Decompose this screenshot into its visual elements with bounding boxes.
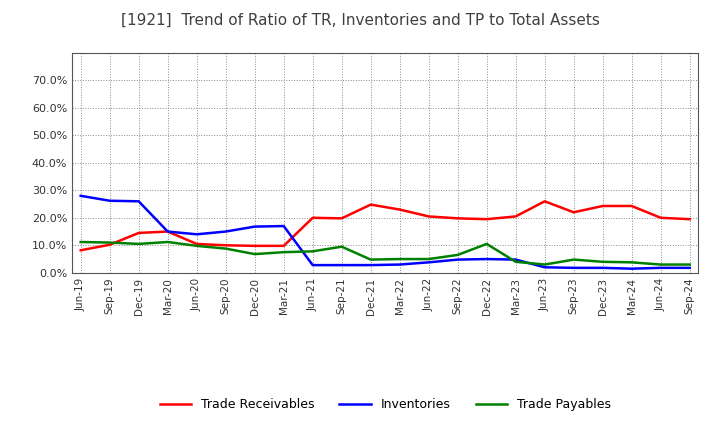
Inventories: [511, 257, 520, 262]
Trade Receivables: [163, 229, 172, 234]
Trade Receivables: [251, 243, 259, 249]
Trade Receivables: [570, 209, 578, 215]
Trade Payables: [424, 257, 433, 262]
Trade Receivables: [221, 243, 230, 248]
Trade Payables: [541, 262, 549, 267]
Inventories: [221, 229, 230, 234]
Inventories: [279, 224, 288, 229]
Trade Receivables: [598, 203, 607, 209]
Trade Payables: [135, 241, 143, 246]
Inventories: [251, 224, 259, 229]
Trade Payables: [76, 239, 85, 245]
Trade Payables: [454, 252, 462, 257]
Trade Receivables: [105, 242, 114, 247]
Trade Receivables: [135, 230, 143, 235]
Inventories: [338, 262, 346, 268]
Inventories: [105, 198, 114, 203]
Inventories: [570, 265, 578, 271]
Text: [1921]  Trend of Ratio of TR, Inventories and TP to Total Assets: [1921] Trend of Ratio of TR, Inventories…: [120, 13, 600, 28]
Trade Payables: [366, 257, 375, 262]
Trade Payables: [685, 262, 694, 267]
Inventories: [657, 265, 665, 271]
Trade Payables: [308, 249, 317, 254]
Trade Payables: [221, 246, 230, 251]
Inventories: [454, 257, 462, 262]
Trade Payables: [598, 259, 607, 264]
Trade Receivables: [482, 216, 491, 222]
Trade Receivables: [279, 243, 288, 249]
Line: Inventories: Inventories: [81, 196, 690, 269]
Trade Payables: [511, 259, 520, 264]
Inventories: [76, 193, 85, 198]
Trade Payables: [395, 257, 404, 262]
Inventories: [685, 265, 694, 271]
Trade Payables: [192, 243, 201, 249]
Inventories: [366, 262, 375, 268]
Inventories: [541, 264, 549, 270]
Inventories: [395, 262, 404, 267]
Trade Receivables: [657, 215, 665, 220]
Trade Receivables: [454, 216, 462, 221]
Trade Receivables: [76, 248, 85, 253]
Inventories: [135, 198, 143, 204]
Trade Receivables: [685, 216, 694, 222]
Inventories: [163, 229, 172, 234]
Trade Receivables: [511, 214, 520, 219]
Trade Payables: [482, 241, 491, 246]
Trade Payables: [338, 244, 346, 249]
Inventories: [192, 231, 201, 237]
Inventories: [598, 265, 607, 271]
Trade Receivables: [627, 203, 636, 209]
Trade Receivables: [395, 207, 404, 212]
Trade Payables: [570, 257, 578, 262]
Trade Payables: [163, 239, 172, 245]
Trade Receivables: [541, 198, 549, 204]
Trade Receivables: [366, 202, 375, 207]
Trade Receivables: [192, 241, 201, 246]
Trade Payables: [105, 240, 114, 245]
Inventories: [482, 257, 491, 262]
Line: Trade Receivables: Trade Receivables: [81, 201, 690, 250]
Trade Payables: [251, 251, 259, 257]
Trade Payables: [657, 262, 665, 267]
Inventories: [424, 260, 433, 265]
Line: Trade Payables: Trade Payables: [81, 242, 690, 264]
Trade Payables: [279, 249, 288, 255]
Inventories: [308, 262, 317, 268]
Trade Payables: [627, 260, 636, 265]
Inventories: [627, 266, 636, 271]
Trade Receivables: [424, 214, 433, 219]
Trade Receivables: [308, 215, 317, 220]
Legend: Trade Receivables, Inventories, Trade Payables: Trade Receivables, Inventories, Trade Pa…: [155, 393, 616, 416]
Trade Receivables: [338, 216, 346, 221]
